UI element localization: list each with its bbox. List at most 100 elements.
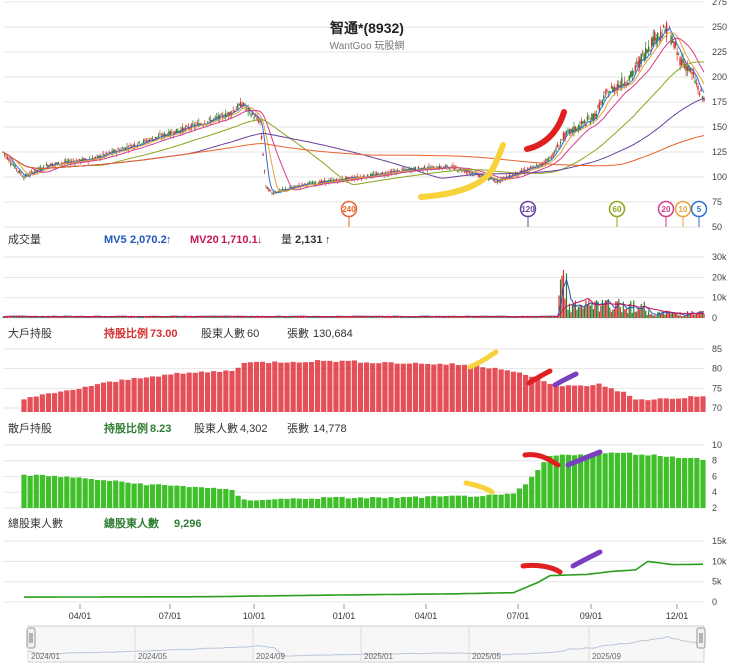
candle-body (535, 165, 538, 167)
candle-body (66, 161, 68, 163)
volume-bar (550, 316, 553, 318)
retail-holders-bar (247, 500, 253, 508)
navigator-tick-label: 2025/05 (472, 652, 501, 661)
candle-body (407, 168, 409, 170)
ma-badges[interactable]: 240 120 60 20 10 5 (340, 200, 708, 228)
candle-body (568, 129, 571, 133)
volume-bar (355, 316, 357, 318)
retail-holders-bar (474, 496, 480, 508)
ma-badge[interactable] (340, 200, 358, 218)
candle-body (591, 113, 593, 121)
volume-bar (583, 306, 586, 318)
navigator-handle-right[interactable] (696, 627, 706, 649)
volume-bar (217, 316, 219, 318)
navigator[interactable]: 2024/01 2024/05 2024/09 2025/01 2025/05 2025/… (26, 625, 706, 663)
volume-bar (347, 316, 349, 318)
candle-body (220, 114, 222, 116)
big-holders-bar (633, 399, 639, 412)
candle-body (290, 187, 293, 189)
volume-bar (601, 299, 603, 318)
volume-bar (389, 316, 391, 318)
candle-body (298, 185, 300, 186)
volume-bar (129, 316, 131, 318)
candle-body (411, 168, 414, 171)
volume-bar (649, 314, 651, 318)
volume-bar (257, 316, 260, 318)
retail-holders-bar (510, 493, 516, 508)
retail-holders-bar (553, 455, 559, 508)
candle-body (634, 65, 636, 71)
ma-badge[interactable] (519, 200, 537, 218)
volume-bar (2, 316, 4, 318)
retail-holders-bar (578, 454, 584, 508)
big-holders-bar (535, 378, 541, 412)
volume-bar (552, 317, 554, 318)
retail-holders-bar (370, 497, 376, 508)
candle-body (11, 163, 13, 165)
ma-badge[interactable] (657, 200, 675, 218)
big-tick-label: 75 (712, 383, 722, 393)
navigator-tick-label: 2024/05 (138, 652, 167, 661)
volume-bar (71, 316, 73, 318)
volume-bar (556, 316, 559, 318)
candle-body (389, 170, 391, 173)
retail-holders-bar (535, 470, 541, 508)
retail-holders-bar (376, 497, 382, 508)
volume-tick-label: 30k (712, 252, 727, 262)
volume-bar (38, 317, 40, 318)
candle-body (519, 170, 521, 174)
volume-bar (538, 316, 541, 318)
price-axis: 275 250 225 200 175 150 125 100 75 50 (712, 0, 727, 232)
volume-bar (307, 316, 309, 318)
volume-bar (17, 315, 19, 318)
big-holders-bar (614, 391, 620, 412)
volume-bar (136, 317, 139, 318)
volume-bar (310, 316, 312, 318)
volume-bar (228, 316, 230, 318)
navigator-handle-left[interactable] (26, 627, 36, 649)
candle-body (133, 144, 136, 147)
retail-holders-bar (345, 498, 351, 508)
candle-body (597, 105, 599, 107)
candle-body (586, 116, 589, 120)
ma-badge[interactable] (608, 200, 626, 218)
candle-body (154, 136, 157, 139)
volume-bar (558, 295, 560, 318)
volume-bar (39, 317, 41, 318)
navigator-tick-label: 2024/01 (31, 652, 60, 661)
ma-badge[interactable] (690, 200, 708, 218)
price-tick-label: 250 (712, 22, 727, 32)
candle-body (311, 182, 314, 184)
ma-badge[interactable] (674, 200, 692, 218)
retail-holders-bar (675, 458, 682, 508)
candle-body (108, 152, 110, 153)
volume-bar (180, 316, 182, 318)
retail-holders-bar (425, 496, 431, 508)
price-tick-label: 175 (712, 97, 727, 107)
volume-bar (320, 316, 322, 318)
volume-bar (535, 316, 538, 318)
candle-body (214, 116, 216, 118)
candle-body (580, 121, 583, 124)
big-holders-bar (596, 383, 602, 412)
big-holders-bar (131, 377, 137, 412)
volume-bar (172, 316, 174, 318)
retail-holders-bar (663, 456, 669, 508)
big-holders-bar (700, 396, 706, 412)
volume-bar (642, 307, 644, 318)
candle-body (30, 171, 33, 173)
volume-bar (65, 315, 67, 318)
retail-holders-bar (639, 454, 645, 508)
volume-bar (254, 316, 257, 318)
big-holders-bar (394, 363, 400, 412)
volume-bar (268, 316, 270, 318)
retail-holders-bar (571, 455, 578, 508)
navigator-tick-label: 2025/01 (364, 652, 393, 661)
candle-body (117, 149, 119, 150)
total-series-label: 總股東人數 (104, 516, 159, 530)
big-holders-bar (235, 367, 241, 412)
candle-body (159, 134, 161, 136)
volume-bar (15, 316, 18, 318)
retail-holders-bar (241, 499, 247, 508)
